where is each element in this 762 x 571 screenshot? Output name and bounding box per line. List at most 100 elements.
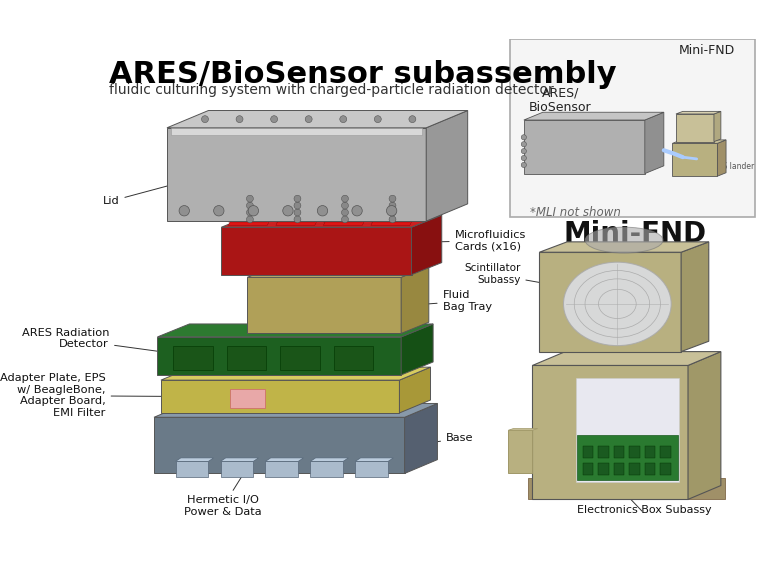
- Polygon shape: [229, 202, 274, 215]
- Circle shape: [246, 209, 254, 216]
- Circle shape: [386, 206, 397, 216]
- Polygon shape: [629, 446, 639, 458]
- Polygon shape: [583, 463, 593, 475]
- Polygon shape: [158, 324, 433, 337]
- Polygon shape: [265, 458, 303, 461]
- Polygon shape: [598, 446, 609, 458]
- Circle shape: [294, 209, 301, 216]
- Text: fast neutron detector: fast neutron detector: [562, 246, 709, 260]
- Text: Adapter Plate, EPS
w/ BeagleBone,
Adapter Board,
EMI Filter: Adapter Plate, EPS w/ BeagleBone, Adapte…: [0, 373, 187, 418]
- Polygon shape: [539, 252, 681, 352]
- Polygon shape: [371, 202, 416, 215]
- Polygon shape: [161, 367, 431, 380]
- Text: Scintillator
Subassy: Scintillator Subassy: [464, 263, 562, 288]
- Polygon shape: [539, 242, 709, 252]
- Polygon shape: [676, 111, 721, 114]
- Circle shape: [389, 209, 396, 216]
- Text: fluidic culturing system with charged-particle radiation detector: fluidic culturing system with charged-pa…: [109, 83, 554, 97]
- Circle shape: [352, 206, 362, 216]
- Circle shape: [409, 116, 416, 123]
- Circle shape: [246, 216, 254, 223]
- Polygon shape: [578, 435, 677, 480]
- Text: ARES Radiation
Detector: ARES Radiation Detector: [21, 328, 188, 357]
- Circle shape: [341, 216, 348, 223]
- Polygon shape: [276, 209, 321, 222]
- Circle shape: [521, 148, 527, 154]
- Polygon shape: [645, 446, 655, 458]
- Polygon shape: [426, 111, 468, 221]
- Polygon shape: [401, 266, 429, 333]
- Polygon shape: [276, 202, 321, 215]
- Polygon shape: [714, 111, 721, 142]
- Circle shape: [521, 162, 527, 167]
- Polygon shape: [230, 389, 264, 408]
- Polygon shape: [676, 114, 714, 142]
- Polygon shape: [583, 446, 593, 458]
- Text: ARES/
BioSensor: ARES/ BioSensor: [529, 86, 591, 114]
- Text: Electronics Box Subassy: Electronics Box Subassy: [577, 505, 711, 515]
- Polygon shape: [508, 430, 533, 473]
- Circle shape: [389, 216, 396, 223]
- Polygon shape: [399, 367, 431, 413]
- Polygon shape: [310, 458, 348, 461]
- Polygon shape: [161, 380, 399, 413]
- Polygon shape: [323, 209, 369, 222]
- Polygon shape: [222, 227, 411, 275]
- Circle shape: [248, 206, 258, 216]
- Circle shape: [521, 135, 527, 140]
- Polygon shape: [334, 345, 373, 370]
- Polygon shape: [323, 202, 369, 215]
- Text: Base: Base: [415, 433, 473, 447]
- Text: Lid: Lid: [103, 179, 189, 206]
- Polygon shape: [688, 352, 721, 500]
- Circle shape: [521, 142, 527, 147]
- Circle shape: [306, 116, 312, 123]
- Polygon shape: [371, 209, 416, 222]
- Polygon shape: [220, 458, 258, 461]
- Polygon shape: [371, 212, 416, 226]
- Circle shape: [246, 202, 254, 209]
- Text: *MLI not shown: *MLI not shown: [530, 206, 621, 219]
- Polygon shape: [167, 111, 468, 128]
- Polygon shape: [229, 209, 274, 222]
- Circle shape: [294, 195, 301, 202]
- Polygon shape: [280, 345, 320, 370]
- Circle shape: [236, 116, 243, 123]
- Polygon shape: [629, 463, 639, 475]
- Ellipse shape: [563, 262, 671, 345]
- Circle shape: [213, 206, 224, 216]
- Circle shape: [179, 206, 190, 216]
- Polygon shape: [323, 206, 369, 219]
- Polygon shape: [248, 266, 429, 278]
- Polygon shape: [265, 461, 298, 477]
- Polygon shape: [323, 212, 369, 226]
- Polygon shape: [167, 128, 426, 221]
- Polygon shape: [523, 120, 645, 174]
- Circle shape: [283, 206, 293, 216]
- Polygon shape: [310, 461, 343, 477]
- Polygon shape: [175, 458, 213, 461]
- Circle shape: [317, 206, 328, 216]
- Polygon shape: [673, 143, 717, 176]
- Polygon shape: [229, 212, 274, 226]
- Polygon shape: [173, 345, 213, 370]
- FancyBboxPatch shape: [510, 39, 755, 217]
- Polygon shape: [355, 461, 388, 477]
- Polygon shape: [355, 458, 393, 461]
- Text: Mini-FND: Mini-FND: [564, 220, 707, 248]
- Polygon shape: [661, 446, 671, 458]
- Polygon shape: [276, 212, 321, 226]
- Polygon shape: [371, 206, 416, 219]
- Polygon shape: [405, 404, 437, 473]
- Polygon shape: [411, 215, 442, 275]
- Polygon shape: [523, 112, 664, 120]
- Circle shape: [246, 195, 254, 202]
- Polygon shape: [528, 478, 725, 500]
- Polygon shape: [401, 324, 433, 375]
- Circle shape: [341, 195, 348, 202]
- Polygon shape: [226, 345, 267, 370]
- Circle shape: [294, 216, 301, 223]
- Polygon shape: [613, 446, 624, 458]
- Polygon shape: [645, 463, 655, 475]
- Polygon shape: [645, 112, 664, 174]
